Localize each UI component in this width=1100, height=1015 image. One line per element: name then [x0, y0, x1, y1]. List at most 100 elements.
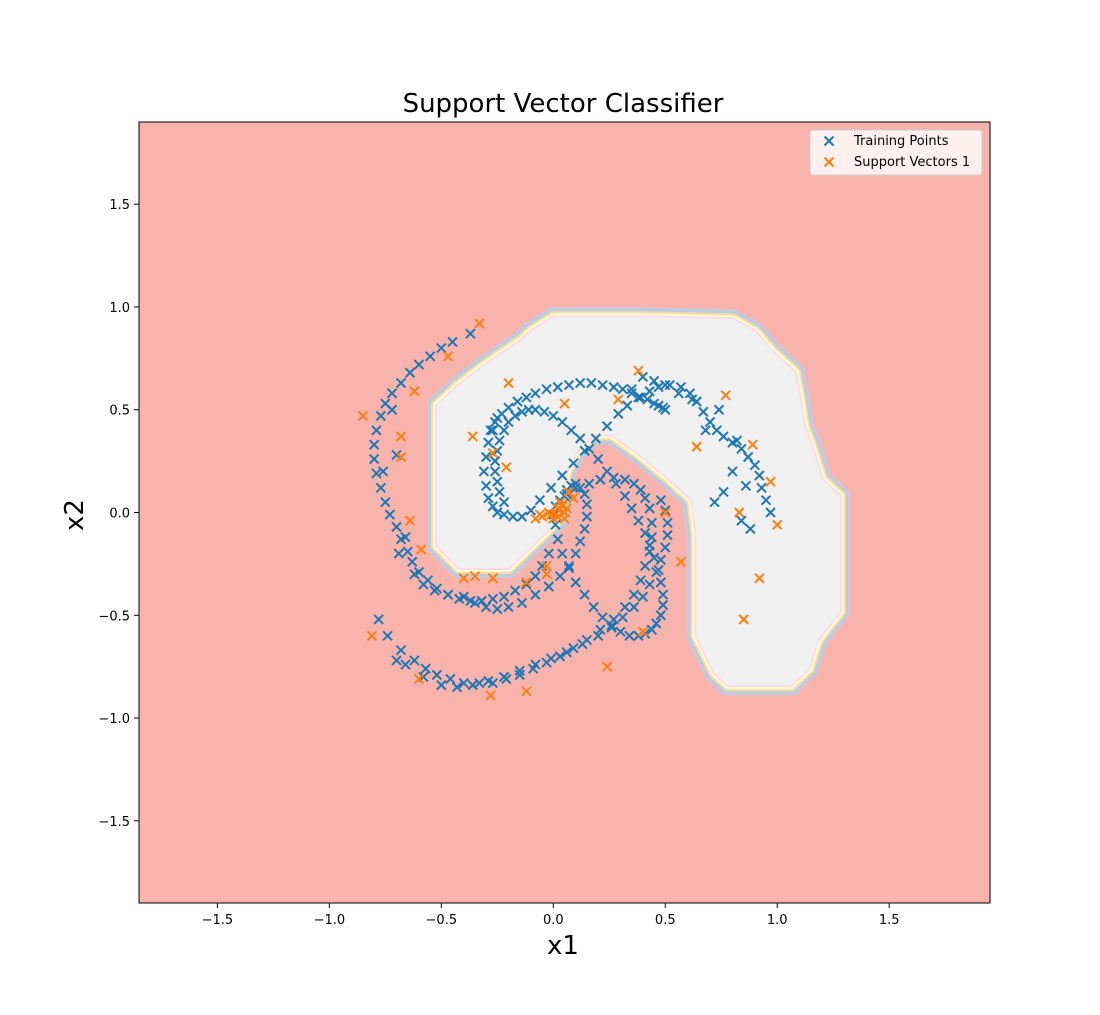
support-vector-point — [559, 398, 570, 409]
support-vector-point — [469, 571, 481, 582]
y-tick-label: −0.5 — [98, 609, 130, 624]
training-point — [382, 630, 393, 642]
support-vector-point — [613, 394, 624, 405]
training-point — [458, 591, 469, 602]
training-point — [530, 589, 541, 600]
y-tick-label: 1.0 — [109, 301, 130, 316]
y-tick-label: 1.5 — [109, 198, 130, 213]
training-point — [700, 425, 711, 436]
training-point — [465, 328, 476, 339]
training-point — [391, 521, 402, 533]
support-vector-point — [404, 515, 416, 526]
training-point — [386, 404, 398, 415]
training-point — [644, 503, 655, 514]
training-point — [489, 466, 501, 477]
training-point — [480, 480, 492, 491]
support-vector-point — [501, 462, 512, 473]
chart-title: Support Vector Classifier — [403, 89, 724, 119]
training-point — [617, 383, 628, 395]
x-tick-label: −0.5 — [426, 913, 458, 928]
x-axis-label: x1 — [547, 931, 579, 961]
y-tick-label: −1.5 — [98, 815, 130, 830]
training-point — [498, 425, 510, 436]
training-point — [451, 681, 463, 693]
support-vector-point — [474, 318, 485, 329]
training-point — [579, 589, 590, 600]
legend: Training Points Support Vectors 1 — [809, 129, 983, 176]
training-point — [718, 486, 729, 498]
training-point — [628, 601, 640, 613]
support-vector-point — [559, 513, 570, 524]
training-point — [621, 400, 633, 411]
training-point — [418, 579, 429, 590]
training-point — [487, 501, 499, 512]
training-point — [655, 494, 667, 506]
training-point — [498, 671, 510, 683]
training-point — [368, 453, 380, 465]
plot-area — [138, 121, 991, 904]
training-point — [384, 509, 396, 520]
training-point — [642, 394, 653, 405]
training-point — [404, 367, 416, 378]
training-point — [530, 404, 541, 415]
training-point — [660, 505, 671, 516]
training-point — [552, 534, 563, 545]
support-vector-point — [395, 451, 407, 463]
training-point — [637, 371, 649, 383]
training-point — [736, 443, 747, 454]
training-point — [373, 614, 384, 625]
training-point — [765, 507, 776, 518]
support-vector-point — [521, 577, 532, 588]
training-point — [492, 603, 503, 615]
support-vector-point — [487, 447, 499, 459]
training-point — [498, 497, 510, 508]
training-point — [442, 589, 454, 600]
support-vector-point — [458, 573, 469, 584]
training-point — [660, 542, 671, 553]
y-axis: −1.5 −1.0 −0.5 0.0 0.5 1.0 1.5 — [98, 198, 139, 830]
training-point — [574, 433, 586, 444]
training-point — [487, 593, 499, 605]
training-point — [467, 679, 478, 691]
training-point — [586, 377, 597, 389]
training-point — [749, 460, 761, 471]
legend-x-icon — [823, 156, 835, 168]
training-point — [727, 466, 738, 477]
training-point — [550, 519, 561, 531]
training-point — [375, 410, 387, 422]
y-tick-label: 0.0 — [109, 507, 130, 522]
support-vector-point — [534, 509, 546, 520]
training-point — [554, 571, 566, 582]
training-point — [639, 527, 651, 539]
training-point — [644, 579, 655, 590]
training-point — [583, 443, 595, 454]
x-tick-label: 0.5 — [655, 913, 676, 928]
y-tick-label: −1.0 — [98, 712, 130, 727]
training-point — [393, 548, 404, 559]
support-vector-point — [563, 486, 575, 498]
training-point — [545, 482, 557, 494]
training-point — [514, 665, 525, 676]
training-point — [554, 651, 566, 662]
training-point — [613, 408, 624, 420]
training-point — [610, 478, 622, 489]
training-point — [742, 451, 754, 463]
training-point — [566, 425, 577, 436]
training-point — [648, 375, 660, 387]
training-point — [660, 379, 671, 391]
support-vector-point — [772, 519, 783, 531]
legend-label-support-vectors: Support Vectors 1 — [854, 155, 970, 170]
support-vector-point — [409, 386, 420, 397]
training-point — [713, 404, 725, 415]
x-tick-label: −1.5 — [202, 913, 234, 928]
training-point — [483, 492, 494, 504]
training-point — [709, 497, 720, 508]
training-point — [409, 655, 420, 666]
training-point — [521, 392, 532, 403]
training-point — [521, 579, 532, 590]
training-point — [483, 675, 494, 687]
series-training-points — [368, 328, 776, 693]
training-point — [655, 610, 667, 621]
training-point — [429, 585, 440, 596]
